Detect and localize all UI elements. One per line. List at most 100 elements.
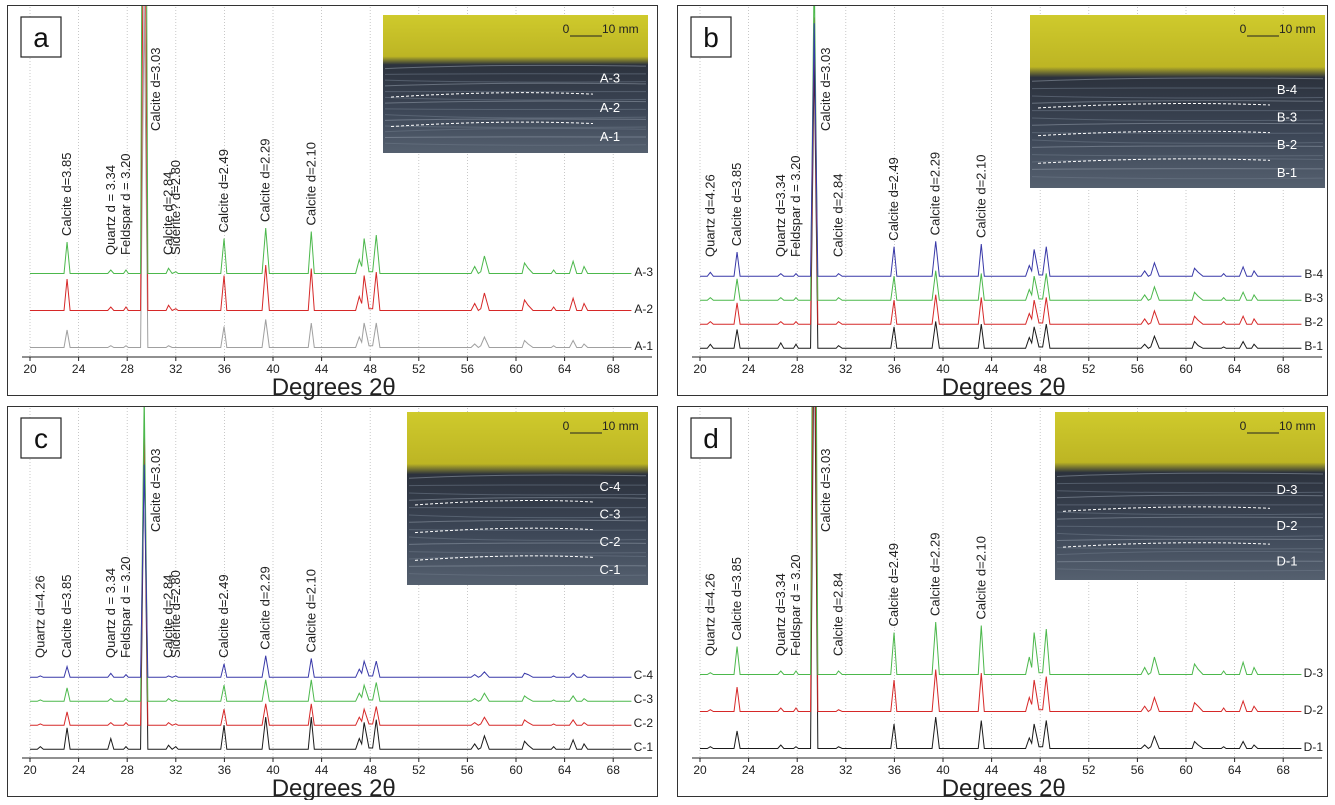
x-tick-label: 36	[888, 362, 902, 376]
x-tick-label: 36	[218, 763, 232, 777]
peak-label: Calcite d=2.49	[886, 543, 901, 626]
peak-label: Calcite d=3.03	[148, 449, 163, 532]
peak-label: Calcite d=3.03	[818, 449, 833, 532]
trace-name: D-3	[1304, 666, 1324, 680]
x-tick-label: 24	[742, 362, 756, 376]
x-tick-label: 36	[218, 362, 232, 376]
x-tick-label: 56	[1131, 362, 1145, 376]
trace-name: C-1	[634, 740, 654, 754]
scale-label: 10 mm	[602, 419, 639, 433]
x-tick-label: 52	[1082, 362, 1096, 376]
trace-name: A-3	[634, 265, 653, 279]
layer-label: D-1	[1277, 554, 1298, 569]
layer-label: C-1	[600, 562, 621, 577]
peak-label: Quartz d=3.34	[773, 174, 788, 257]
scale-label: 0	[563, 419, 570, 433]
x-tick-label: 68	[607, 362, 621, 376]
panel: 20242832364044485256606468Degrees 2θB-1B…	[678, 0, 1328, 401]
peak-label: Calcite d=2.84	[831, 573, 846, 656]
layer-label: A-1	[600, 129, 620, 144]
layer-label: C-3	[600, 507, 621, 522]
x-axis-title: Degrees 2θ	[272, 775, 396, 800]
x-tick-label: 32	[169, 763, 183, 777]
layer-label: B-2	[1277, 137, 1297, 152]
peak-label: Quartz d=4.26	[702, 573, 717, 656]
x-tick-label: 24	[72, 362, 86, 376]
x-tick-label: 60	[1179, 362, 1193, 376]
scale-label: 10 mm	[602, 22, 639, 36]
x-tick-label: 20	[693, 362, 707, 376]
trace-name: C-4	[634, 668, 654, 682]
peak-label: Quartz d=4.26	[32, 575, 47, 658]
peak-label: Quartz d = 3.34	[103, 568, 118, 658]
scale-label: 10 mm	[1279, 419, 1316, 433]
peak-label: Calcite d=2.49	[216, 149, 231, 232]
x-tick-label: 56	[461, 763, 475, 777]
peak-label: Calcite d=2.10	[303, 142, 318, 225]
x-tick-label: 24	[742, 763, 756, 777]
peak-label: Calcite d=2.29	[258, 566, 273, 649]
layer-label: D-3	[1277, 482, 1298, 497]
x-tick-label: 52	[412, 763, 426, 777]
layer-label: B-4	[1277, 82, 1297, 97]
trace-name: B-3	[1304, 291, 1323, 305]
peak-label: Calcite d=3.85	[59, 575, 74, 658]
peak-label: Calcite d=3.85	[729, 557, 744, 640]
trace-name: D-2	[1304, 703, 1324, 717]
panel-letter: b	[703, 22, 719, 53]
trace-name: C-3	[634, 692, 654, 706]
x-tick-label: 28	[121, 362, 135, 376]
layer-label: A-2	[600, 100, 620, 115]
x-tick-label: 28	[791, 362, 805, 376]
x-axis-title: Degrees 2θ	[272, 374, 396, 401]
trace-name: A-2	[634, 302, 653, 316]
layer-label: A-3	[600, 70, 620, 85]
trace-name: D-1	[1304, 740, 1324, 754]
x-tick-label: 60	[1179, 763, 1193, 777]
panel-letter: d	[703, 423, 719, 454]
x-tick-label: 68	[607, 763, 621, 777]
trace-name: B-2	[1304, 315, 1323, 329]
x-tick-label: 64	[1228, 362, 1242, 376]
x-tick-label: 20	[23, 362, 37, 376]
x-axis-title: Degrees 2θ	[942, 374, 1066, 401]
x-tick-label: 64	[558, 763, 572, 777]
peak-label: Feldspar d = 3.20	[788, 155, 803, 257]
panel-letter: a	[33, 22, 49, 53]
x-tick-label: 32	[839, 362, 853, 376]
scale-label: 10 mm	[1279, 22, 1316, 36]
photo-inset	[1030, 15, 1325, 188]
x-tick-label: 24	[72, 763, 86, 777]
trace-name: C-2	[634, 716, 654, 730]
peak-label: Calcite d=2.84	[831, 174, 846, 257]
x-tick-label: 20	[693, 763, 707, 777]
x-tick-label: 64	[1228, 763, 1242, 777]
peak-label: Calcite d=2.49	[886, 157, 901, 240]
x-tick-label: 20	[23, 763, 37, 777]
x-tick-label: 60	[509, 362, 523, 376]
peak-label: Feldspar d = 3.20	[118, 153, 133, 255]
peak-label: Siderite? d=2.80	[168, 160, 183, 255]
scale-label: 0	[1240, 419, 1247, 433]
x-tick-label: 52	[412, 362, 426, 376]
layer-label: C-2	[600, 534, 621, 549]
x-tick-label: 36	[888, 763, 902, 777]
figure: 20242832364044485256606468Degrees 2θA-1A…	[0, 0, 1335, 800]
peak-label: Calcite d=2.29	[258, 139, 273, 222]
page: {"chart_data": [ {"type": "line", "panel…	[0, 0, 1335, 800]
peak-label: Quartz d=4.26	[702, 174, 717, 257]
peak-label: Calcite d=2.10	[973, 155, 988, 238]
trace-name: B-4	[1304, 267, 1323, 281]
x-tick-label: 60	[509, 763, 523, 777]
scale-label: 0	[563, 22, 570, 36]
x-tick-label: 28	[121, 763, 135, 777]
x-tick-label: 56	[1131, 763, 1145, 777]
scale-label: 0	[1240, 22, 1247, 36]
trace-name: A-1	[634, 339, 653, 353]
x-tick-label: 32	[839, 763, 853, 777]
peak-label: Calcite d=2.29	[928, 152, 943, 235]
peak-label: Siderite d=2.80	[168, 570, 183, 658]
peak-label: Calcite d=2.10	[303, 569, 318, 652]
